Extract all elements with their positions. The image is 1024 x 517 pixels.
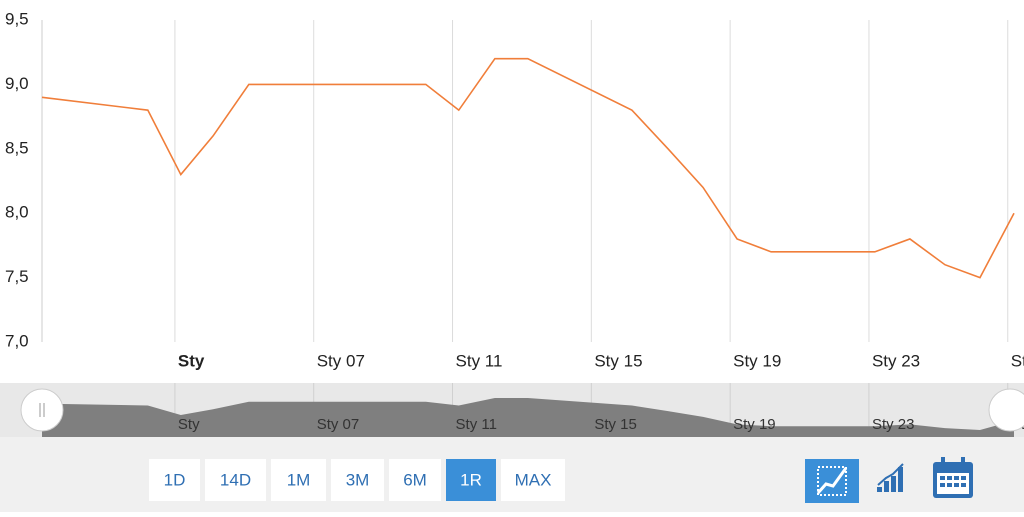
range-button[interactable]	[205, 459, 266, 501]
range-button-label[interactable]: MAX	[515, 470, 552, 489]
range-button[interactable]	[446, 459, 496, 501]
navigator-tick-label: Sty 19	[733, 416, 776, 433]
line-chart-icon[interactable]	[805, 459, 859, 503]
navigator-tick-label: Sty 11	[456, 416, 497, 433]
y-tick-label: 8,0	[5, 203, 29, 222]
y-tick-label: 7,5	[5, 267, 29, 286]
range-button-label[interactable]: 1M	[287, 470, 311, 489]
navigator-tick-label: Sty 15	[594, 416, 637, 433]
x-tick-label: Sty 15	[594, 351, 642, 370]
x-tick-label: Sty 19	[733, 351, 781, 370]
range-button-label[interactable]: 1D	[164, 470, 186, 489]
navigator-area	[42, 398, 1014, 437]
x-tick-label: Sty 27	[1011, 351, 1024, 370]
range-button-label[interactable]: 1R	[460, 470, 482, 489]
navigator-tick-label: Sty 23	[872, 416, 915, 433]
calendar-icon[interactable]	[933, 457, 973, 498]
x-tick-label: Sty 11	[456, 351, 503, 370]
range-button-label[interactable]: 3M	[346, 470, 370, 489]
plot	[41, 57, 1015, 279]
grid	[41, 20, 1009, 437]
range-button-label[interactable]: 14D	[220, 470, 251, 489]
range-button-label[interactable]: 6M	[403, 470, 427, 489]
y-tick-label: 7,0	[5, 331, 29, 350]
y-tick-label: 8,5	[5, 138, 29, 157]
line-series	[41, 57, 1015, 279]
range-button[interactable]	[389, 459, 441, 501]
navigator-tick-label: Sty	[178, 416, 200, 433]
navigator-tick-label: Sty 07	[317, 416, 360, 433]
x-tick-label: Sty 07	[317, 351, 365, 370]
range-buttons: 1D 14D 1M 3M 6M 1R MAX	[149, 459, 565, 501]
x-tick-label: Sty 23	[872, 351, 920, 370]
y-tick-label: 9,5	[5, 9, 29, 28]
range-button[interactable]	[149, 459, 200, 501]
x-tick-label: Sty	[178, 351, 205, 370]
range-button[interactable]	[271, 459, 326, 501]
labels: 7,0 7,5 8,0 8,5 9,0 9,5 Sty Sty Sty 07 Sty 07 Sty …	[5, 9, 1024, 432]
navigator-handle-left[interactable]	[20, 388, 64, 432]
range-button[interactable]	[331, 459, 384, 501]
bar-chart-icon[interactable]	[877, 463, 904, 492]
navigator-handle-right[interactable]	[988, 388, 1024, 432]
navigator	[42, 398, 1014, 437]
y-tick-label: 9,0	[5, 74, 29, 93]
range-button[interactable]	[501, 459, 565, 501]
